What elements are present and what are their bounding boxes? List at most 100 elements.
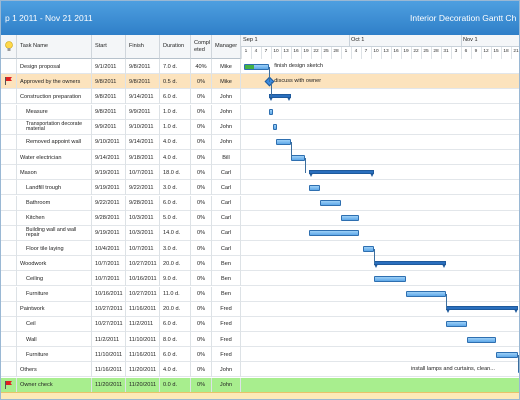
task-name-cell[interactable]: Construction preparation — [17, 89, 92, 105]
gantt-grid: Task Name Start Finish Duration Compl et… — [1, 35, 519, 399]
task-bar[interactable] — [445, 321, 468, 328]
row-info-cell — [1, 104, 17, 120]
task-name-cell[interactable]: Paintwork — [17, 301, 92, 317]
task-row[interactable]: Kitchen 9/28/2011 10/3/2011 5.0 d. 0% Carl — [1, 210, 519, 226]
task-name-cell[interactable]: Transportation decorate material — [17, 119, 92, 135]
task-duration-cell: 18.0 d. — [160, 165, 191, 181]
task-row[interactable]: Paintwork 10/27/2011 11/16/2011 20.0 d. 0% Fr… — [1, 301, 519, 317]
summary-bar[interactable] — [308, 169, 374, 177]
day-separator — [341, 47, 342, 59]
task-bar[interactable] — [362, 245, 374, 252]
task-bar[interactable] — [496, 351, 518, 358]
row-info-cell — [1, 165, 17, 181]
task-row[interactable]: Woodwork 10/7/2011 10/27/2011 20.0 d. 0% Ben — [1, 256, 519, 272]
task-manager-cell: Fred — [212, 347, 241, 363]
task-bar[interactable] — [272, 124, 277, 131]
task-row[interactable]: Water electrician 9/14/2011 9/18/2011 4.0 d… — [1, 150, 519, 166]
task-bar[interactable] — [269, 109, 274, 116]
task-row[interactable]: Landfill trough 9/19/2011 9/22/2011 3.0 d. 0… — [1, 180, 519, 196]
task-row[interactable]: Removed appoint wall 9/10/2011 9/14/2011 4.… — [1, 134, 519, 150]
task-row[interactable]: Measure 9/8/2011 9/9/2011 1.0 d. 0% John — [1, 104, 519, 120]
task-name-cell[interactable]: Woodwork — [17, 256, 92, 272]
task-row[interactable]: Furniture 11/10/2011 11/16/2011 6.0 d. 0% Fre… — [1, 347, 519, 363]
column-header-start[interactable]: Start — [92, 35, 126, 59]
task-name-cell[interactable]: Furniture — [17, 286, 92, 302]
summary-bar[interactable] — [373, 260, 446, 268]
task-name-cell[interactable]: Owner check — [17, 377, 92, 393]
task-name-cell[interactable]: Design proposal — [17, 59, 92, 74]
day-separator — [431, 47, 432, 59]
column-header-completed[interactable]: Compl eted — [191, 35, 212, 59]
task-name-cell[interactable]: Mason — [17, 165, 92, 181]
task-bar[interactable] — [308, 184, 320, 191]
task-manager-cell: John — [212, 377, 241, 393]
task-bar[interactable] — [290, 154, 306, 161]
month-label: Sep 1 — [243, 37, 258, 43]
task-bar[interactable] — [308, 230, 360, 237]
task-duration-cell: 6.0 d. — [160, 195, 191, 211]
task-row[interactable]: Floor tile laying 10/4/2011 10/7/2011 3.0 d… — [1, 241, 519, 257]
task-finish-cell: 11/20/2011 — [126, 362, 160, 378]
day-label: 18 — [503, 49, 509, 54]
task-row[interactable]: Furniture 10/16/2011 10/27/2011 11.0 d. 0% Be… — [1, 286, 519, 302]
task-name-cell[interactable]: Furniture — [17, 347, 92, 363]
task-name-cell[interactable]: Ceil — [17, 316, 92, 332]
dependency-link — [271, 81, 273, 97]
task-start-cell: 9/19/2011 — [92, 225, 126, 241]
row-info-cell — [1, 301, 17, 317]
task-start-cell: 9/8/2011 — [92, 104, 126, 120]
task-row[interactable]: Design proposal 9/1/2011 9/8/2011 7.0 d. 40%… — [1, 59, 519, 74]
task-bar[interactable] — [373, 275, 406, 282]
task-name-cell[interactable]: Approved by the owners — [17, 74, 92, 90]
task-row[interactable]: Others 11/16/2011 11/20/2011 4.0 d. 0% John — [1, 362, 519, 378]
date-range: p 1 2011 - Nov 21 2011 — [5, 13, 93, 23]
task-name-cell[interactable]: Measure — [17, 104, 92, 120]
column-header-duration[interactable]: Duration — [160, 35, 191, 59]
task-bar[interactable] — [406, 291, 446, 298]
task-name-cell[interactable]: Bathroom — [17, 195, 92, 211]
day-separator — [501, 47, 502, 59]
task-row[interactable]: Owner check 11/20/2011 11/20/2011 0.0 d. 0% J… — [1, 377, 519, 393]
task-bar[interactable] — [276, 139, 291, 146]
summary-bar[interactable] — [269, 93, 291, 101]
task-name-cell[interactable]: Ceiling — [17, 271, 92, 287]
task-row[interactable]: Mason 9/19/2011 10/7/2011 18.0 d. 0% Carl — [1, 165, 519, 181]
task-bar[interactable] — [341, 215, 360, 222]
task-row[interactable]: Ceil 10/27/2011 11/2/2011 6.0 d. 0% Fred — [1, 316, 519, 332]
task-name-cell[interactable]: Wall — [17, 332, 92, 348]
task-name-cell[interactable]: Water electrician — [17, 150, 92, 166]
column-header-finish[interactable]: Finish — [126, 35, 160, 59]
column-header-task-name[interactable]: Task Name — [17, 35, 92, 59]
task-name-cell[interactable]: Others — [17, 362, 92, 378]
task-manager-cell: Ben — [212, 271, 241, 287]
task-row[interactable]: Bathroom 9/22/2011 9/28/2011 6.0 d. 0% Carl — [1, 195, 519, 211]
day-separator — [381, 47, 382, 59]
day-separator — [401, 47, 402, 59]
task-row[interactable]: Transportation decorate material 9/9/2011… — [1, 119, 519, 135]
task-bar[interactable] — [319, 200, 342, 207]
task-bar[interactable] — [244, 63, 270, 70]
task-name-cell[interactable]: Landfill trough — [17, 180, 92, 196]
task-duration-cell: 0.5 d. — [160, 74, 191, 90]
task-name-cell[interactable]: Removed appoint wall — [17, 134, 92, 150]
task-row[interactable]: Building wall and wall repair 9/19/2011 10… — [1, 225, 519, 241]
column-header-manager[interactable]: Manager — [212, 35, 241, 59]
summary-bar[interactable] — [445, 306, 518, 314]
task-name-cell[interactable]: Floor tile laying — [17, 241, 92, 257]
day-label: 31 — [443, 49, 449, 54]
task-manager-cell: Mike — [212, 74, 241, 90]
task-row[interactable]: Approved by the owners 9/8/2011 9/8/2011 0.… — [1, 74, 519, 90]
red-flag-icon — [5, 380, 12, 389]
task-duration-cell: 0.0 d. — [160, 377, 191, 393]
task-completed-cell: 0% — [191, 316, 212, 332]
day-separator — [371, 47, 372, 59]
day-label: 4 — [254, 49, 258, 54]
task-name-cell[interactable]: Kitchen — [17, 210, 92, 226]
task-name-cell[interactable]: Building wall and wall repair — [17, 225, 92, 241]
day-separator — [321, 47, 322, 59]
task-row[interactable]: Wall 11/2/2011 11/10/2011 8.0 d. 0% Fred — [1, 332, 519, 348]
task-row[interactable]: Construction preparation 9/8/2011 9/14/201… — [1, 89, 519, 105]
task-manager-cell: Mike — [212, 59, 241, 74]
task-row[interactable]: Ceiling 10/7/2011 10/16/2011 9.0 d. 0% Ben — [1, 271, 519, 287]
task-bar[interactable] — [467, 336, 496, 343]
